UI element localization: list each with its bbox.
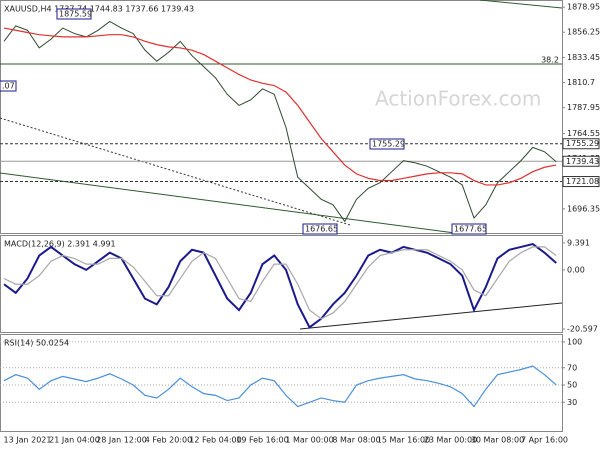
annotation: 1875.59 xyxy=(59,10,92,19)
y-tick-label: 70 xyxy=(567,363,577,372)
panel-title: MACD(12,26,9) 2.391 4.991 xyxy=(4,240,116,249)
panel-title: RSI(14) 50.0254 xyxy=(4,339,69,348)
trend-line xyxy=(0,117,351,226)
x-tick-label: 30 Mar 08:00 xyxy=(471,436,524,445)
watermark: ActionForex.com xyxy=(375,87,541,111)
annotation: 1677.65 xyxy=(454,225,487,234)
annotation-box xyxy=(0,80,17,92)
series-line xyxy=(3,365,557,408)
level-box xyxy=(562,176,600,188)
series-line xyxy=(3,242,557,329)
y-tick-label: 100 xyxy=(567,337,582,346)
y-tick-label: 1878.95 xyxy=(567,3,600,12)
rsi-panel xyxy=(0,334,563,432)
y-tick-label: 1764.55 xyxy=(567,129,600,138)
x-tick-label: 1 Mar 00:00 xyxy=(285,436,333,445)
level-box xyxy=(562,138,600,150)
x-tick-label: 23 Mar 00:00 xyxy=(424,436,477,445)
x-tick-label: 13 Jan 2021 xyxy=(4,436,52,445)
panel-title: XAUUSD,H4 1737.74 1744.83 1737.66 1739.4… xyxy=(4,5,194,14)
trend-line xyxy=(0,172,456,234)
y-tick-label: 0.00 xyxy=(567,265,585,274)
annotation: 1755.29 xyxy=(372,140,405,149)
x-tick-label: 19 Feb 16:00 xyxy=(236,436,288,445)
x-tick-label: 28 Jan 12:00 xyxy=(96,436,147,445)
series-line xyxy=(3,20,557,223)
series-line xyxy=(3,246,557,320)
y-tick-label: 1810.7 xyxy=(567,78,595,87)
level-label: 1739.43 xyxy=(566,157,599,166)
series-line xyxy=(3,27,557,186)
y-tick-label: 1856.25 xyxy=(567,28,600,37)
annotation-box xyxy=(369,138,405,150)
fib-label: 38.2 xyxy=(541,56,559,65)
price-panel xyxy=(0,0,563,234)
annotation-box xyxy=(56,8,92,20)
y-tick-label: 1833.45 xyxy=(567,53,600,62)
annotation: .07 xyxy=(2,82,15,91)
x-tick-label: 4 Feb 20:00 xyxy=(145,436,192,445)
x-tick-label: 8 Mar 08:00 xyxy=(332,436,380,445)
annotation-box xyxy=(302,223,338,235)
y-tick-label: 30 xyxy=(567,398,577,407)
y-tick-label: 50 xyxy=(567,381,577,390)
level-label: 1755.29 xyxy=(566,139,599,148)
y-tick-label: 9.391 xyxy=(567,238,590,247)
y-tick-label: 1696.35 xyxy=(567,204,600,213)
level-label: 1721.08 xyxy=(566,177,599,186)
y-tick-label: -20.597 xyxy=(567,325,598,334)
y-tick-label: 1787.95 xyxy=(567,103,600,112)
x-tick-label: 12 Feb 04:00 xyxy=(189,436,241,445)
annotation: 1676.65 xyxy=(305,225,338,234)
macd-panel xyxy=(0,235,563,333)
annotation-box xyxy=(451,223,487,235)
trend-line xyxy=(299,302,563,330)
trend-line xyxy=(479,0,563,9)
x-tick-label: 7 Apr 16:00 xyxy=(521,436,568,445)
level-box xyxy=(562,155,600,167)
x-tick-label: 15 Mar 16:00 xyxy=(377,436,430,445)
x-tick-label: 21 Jan 04:00 xyxy=(49,436,100,445)
